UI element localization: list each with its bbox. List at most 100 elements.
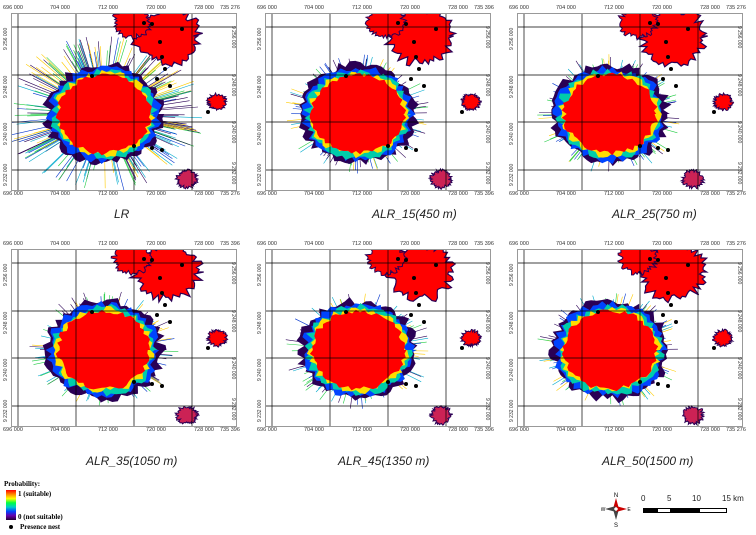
x-axis-label-bottom: 735 396 <box>220 427 240 433</box>
x-axis-label-bottom: 728 000 <box>700 427 720 433</box>
map-frame <box>517 13 743 191</box>
presence-nest-marker <box>664 40 668 44</box>
presence-nest-marker <box>180 27 184 31</box>
presence-nest-marker <box>386 144 390 148</box>
presence-nest-marker <box>386 380 390 384</box>
x-axis-label-top: 735 276 <box>726 5 746 11</box>
presence-nest-marker <box>656 22 660 26</box>
presence-nest-marker <box>414 291 418 295</box>
y-axis-label-left: 9 256 000 <box>3 263 9 286</box>
x-axis-label-top: 720 000 <box>652 241 672 247</box>
suitable-core <box>55 309 151 390</box>
y-axis-label-right: 9 240 000 <box>230 121 236 144</box>
legend-nest-label: Presence nest <box>20 523 61 531</box>
map-panel-6: 696 000 704 000 712 000 720 000 728 000 735 2… <box>508 240 746 434</box>
presence-nest-marker <box>712 346 716 350</box>
x-axis-label-bottom: 696 000 <box>509 191 529 197</box>
scale-seg-4 <box>699 508 727 513</box>
presence-nest-marker <box>168 84 172 88</box>
presence-nest-marker <box>674 320 678 324</box>
x-axis-label-bottom: 712 000 <box>352 427 372 433</box>
presence-nest-marker <box>163 67 167 71</box>
x-axis-label-top: 704 000 <box>556 5 576 11</box>
x-axis-label-bottom: 735 276 <box>220 191 240 197</box>
northern-suitable-area <box>364 14 408 40</box>
map-frame <box>265 249 491 427</box>
presence-nest-marker <box>434 27 438 31</box>
presence-nest-marker <box>638 380 642 384</box>
presence-nest-marker <box>404 146 408 150</box>
presence-nest-marker <box>168 320 172 324</box>
x-axis-label-bottom: 696 000 <box>3 191 23 197</box>
x-axis-label-bottom: 696 000 <box>3 427 23 433</box>
presence-nest-marker <box>669 67 673 71</box>
panel-caption: ALR_45(1350 m) <box>338 454 430 468</box>
compass-s: S <box>614 523 618 528</box>
x-axis-label-top: 728 000 <box>194 5 214 11</box>
y-axis-label-right: 9 256 000 <box>230 26 236 49</box>
presence-nest-marker <box>409 77 413 81</box>
x-axis-label-top: 704 000 <box>304 241 324 247</box>
x-axis-label-bottom: 704 000 <box>304 191 324 197</box>
y-axis-label-left: 9 232 000 <box>509 163 515 186</box>
x-axis-label-bottom: 712 000 <box>352 191 372 197</box>
x-axis-label-top: 696 000 <box>509 241 529 247</box>
y-axis-label-left: 9 240 000 <box>257 122 263 145</box>
x-axis-label-top: 712 000 <box>352 5 372 11</box>
x-axis-label-top: 696 000 <box>257 5 277 11</box>
y-axis-label-right: 9 232 000 <box>484 162 490 185</box>
presence-nest-marker <box>150 146 154 150</box>
y-axis-label-left: 9 248 000 <box>3 75 9 98</box>
y-axis-label-left: 9 232 000 <box>509 399 515 422</box>
presence-nest-marker <box>409 313 413 317</box>
x-axis-label-bottom: 728 000 <box>700 191 720 197</box>
presence-nest-marker <box>664 276 668 280</box>
y-axis-label-left: 9 256 000 <box>509 27 515 50</box>
eastern-patch <box>712 327 735 348</box>
y-axis-label-left: 9 248 000 <box>3 311 9 334</box>
y-axis-label-left: 9 248 000 <box>257 311 263 334</box>
y-axis-label-left: 9 256 000 <box>3 27 9 50</box>
x-axis-label-top: 712 000 <box>604 241 624 247</box>
presence-nest-marker <box>158 276 162 280</box>
y-axis-label-left: 9 240 000 <box>3 358 9 381</box>
coordinate-grid <box>518 250 742 426</box>
x-axis-label-bottom: 720 000 <box>400 191 420 197</box>
scale-tick-10: 10 <box>692 494 701 503</box>
x-axis-label-bottom: 720 000 <box>652 191 672 197</box>
x-axis-label-top: 696 000 <box>257 241 277 247</box>
y-axis-label-left: 9 240 000 <box>509 358 515 381</box>
presence-nest-marker <box>417 303 421 307</box>
presence-nest-marker <box>150 382 154 386</box>
presence-nest-marker <box>460 346 464 350</box>
presence-nest-marker <box>90 74 94 78</box>
presence-nest-marker <box>648 257 652 261</box>
probability-color-ramp <box>6 490 16 520</box>
y-axis-label-right: 9 232 000 <box>230 162 236 185</box>
presence-nest-marker <box>158 40 162 44</box>
southern-patch <box>681 405 706 426</box>
suitable-core <box>561 309 659 392</box>
x-axis-label-top: 712 000 <box>352 241 372 247</box>
y-axis-label-right: 9 232 000 <box>230 398 236 421</box>
x-axis-label-bottom: 712 000 <box>98 427 118 433</box>
x-axis-label-top: 696 000 <box>509 5 529 11</box>
presence-nest-marker <box>404 382 408 386</box>
legend-title: Probability: <box>4 480 41 488</box>
y-axis-label-right: 9 248 000 <box>484 74 490 97</box>
x-axis-label-top: 728 000 <box>448 241 468 247</box>
presence-nest-marker <box>90 310 94 314</box>
y-axis-label-right: 9 248 000 <box>736 74 742 97</box>
x-axis-label-bottom: 704 000 <box>556 427 576 433</box>
scale-tick-15: 15 km <box>722 494 744 503</box>
northern-suitable-area <box>111 14 155 40</box>
presence-nest-marker <box>434 263 438 267</box>
x-axis-label-top: 704 000 <box>304 5 324 11</box>
presence-nest-marker <box>666 291 670 295</box>
suitable-core <box>309 73 407 155</box>
x-axis-label-top: 720 000 <box>400 5 420 11</box>
presence-nest-marker <box>160 384 164 388</box>
presence-nest-marker <box>142 257 146 261</box>
eastern-patch <box>460 92 483 112</box>
presence-nest-marker <box>661 77 665 81</box>
